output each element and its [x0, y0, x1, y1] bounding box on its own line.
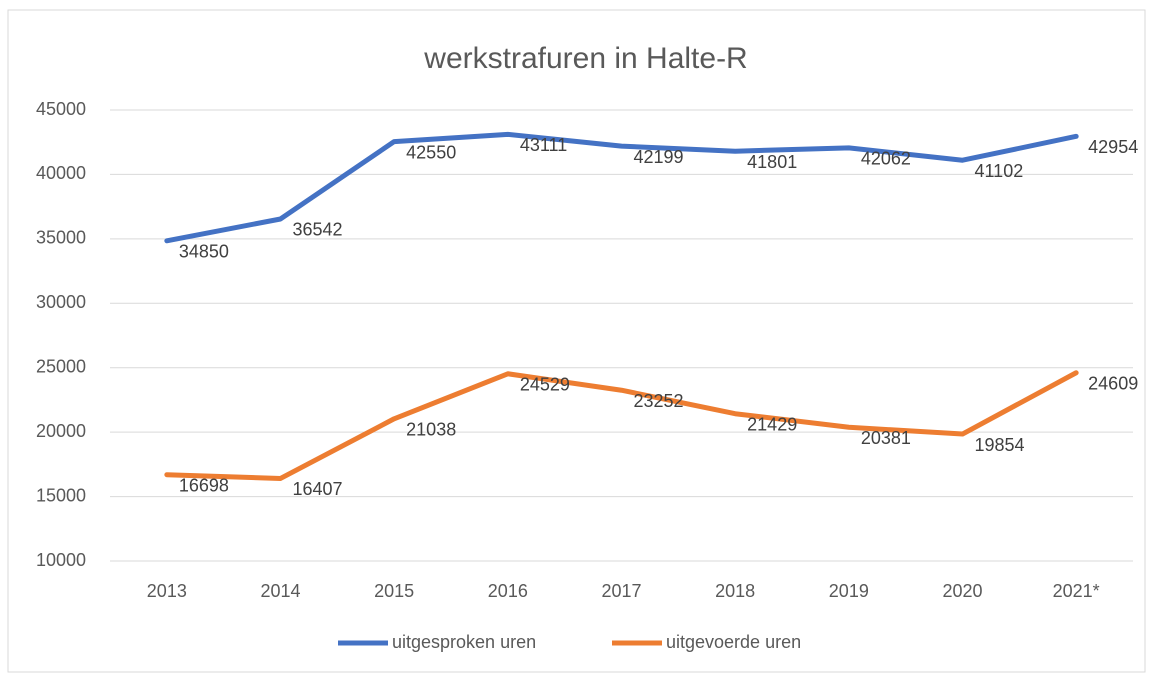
x-tick-label: 2018	[715, 581, 755, 601]
y-tick-label: 20000	[36, 421, 86, 441]
data-label: 21429	[747, 414, 797, 434]
data-label: 34850	[179, 242, 229, 262]
x-tick-label: 2020	[942, 581, 982, 601]
legend-label: uitgesproken uren	[392, 632, 536, 652]
data-label: 24529	[520, 375, 570, 395]
data-label: 36542	[293, 220, 343, 240]
legend-label: uitgevoerde uren	[666, 632, 801, 652]
data-label: 24609	[1088, 374, 1138, 394]
data-label: 21038	[406, 420, 456, 440]
series-line	[164, 131, 1079, 244]
series-line	[164, 370, 1079, 481]
data-label: 16698	[179, 475, 229, 495]
x-tick-label: 2017	[601, 581, 641, 601]
chart-frame	[7, 9, 1146, 673]
data-label: 20381	[861, 428, 911, 448]
x-tick-label: 2014	[260, 581, 300, 601]
y-tick-label: 10000	[36, 550, 86, 570]
y-tick-label: 25000	[36, 356, 86, 376]
data-label: 42954	[1088, 137, 1138, 157]
data-label: 41102	[975, 161, 1024, 181]
data-label: 23252	[634, 391, 684, 411]
x-tick-label: 2019	[829, 581, 869, 601]
y-tick-label: 35000	[36, 228, 86, 248]
data-label: 16407	[293, 479, 343, 499]
data-label: 42062	[861, 149, 911, 169]
x-tick-label: 2015	[374, 581, 414, 601]
chart-title: werkstrafuren in Halte-R	[423, 42, 747, 75]
data-label: 19854	[975, 435, 1025, 455]
x-tick-label: 2021*	[1053, 581, 1100, 601]
y-tick-label: 40000	[36, 163, 86, 183]
y-tick-label: 15000	[36, 485, 86, 505]
y-tick-label: 45000	[36, 99, 86, 119]
y-tick-label: 30000	[36, 292, 86, 312]
data-label: 41801	[747, 152, 797, 172]
data-label: 43111	[520, 135, 567, 155]
x-tick-label: 2013	[147, 581, 187, 601]
data-label: 42550	[406, 142, 456, 162]
x-tick-label: 2016	[488, 581, 528, 601]
data-label: 42199	[634, 147, 684, 167]
